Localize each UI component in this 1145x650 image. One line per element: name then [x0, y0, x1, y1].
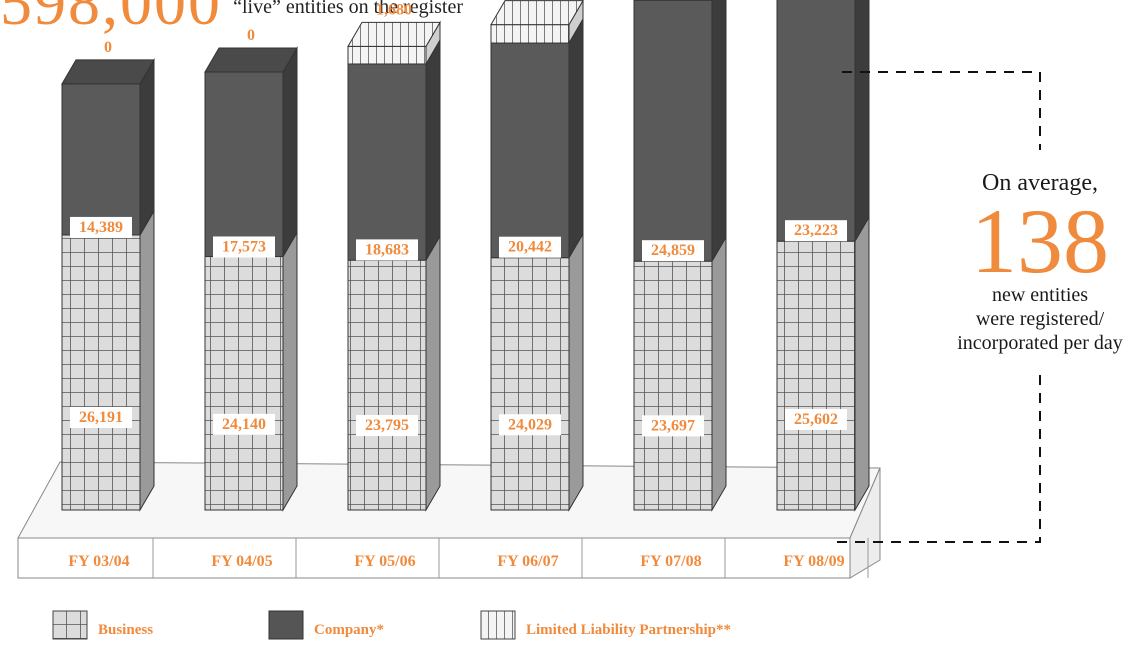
bar-top-fy-03-04: [61, 59, 155, 85]
bar-side-business-fy-05-06: [425, 234, 441, 512]
average-bracket: [830, 71, 1041, 543]
bar-llp-fy-05-06: [347, 45, 427, 65]
value-label-business-fy-04-05-bg: [213, 413, 275, 435]
legend-swatch-llp: [480, 610, 516, 640]
bar-side-company-fy-03-04: [139, 58, 155, 237]
bar-side-business-fy-06-07: [568, 231, 584, 512]
value-label-llp-fy-03-04: 0: [104, 39, 112, 56]
value-label-company-fy-07-08-bg: [642, 240, 704, 262]
bar-company-fy-07-08: [633, 0, 713, 262]
bar-llp-fy-06-07: [490, 24, 570, 44]
average-number: 138: [971, 190, 1109, 292]
value-label-company-fy-08-09: 23,223: [794, 222, 838, 239]
value-label-company-fy-04-05-bg: [213, 236, 275, 258]
category-label-fy-03-04: FY 03/04: [68, 553, 129, 570]
value-label-company-fy-05-06-bg: [356, 239, 418, 261]
value-label-business-fy-05-06: 23,795: [365, 417, 409, 434]
value-label-company-fy-03-04-bg: [70, 216, 132, 238]
bar-side-company-fy-05-06: [425, 38, 441, 263]
bar-company-fy-04-05: [204, 71, 284, 258]
value-label-company-fy-07-08: 24,859: [651, 242, 695, 259]
bar-side-business-fy-04-05: [282, 230, 298, 512]
headline: 598,000 “live” entities on the register: [0, 0, 463, 38]
bar-company-fy-08-09: [776, 0, 856, 242]
bar-side-company-fy-06-07: [568, 17, 584, 260]
average-line-4: incorporated per day: [957, 332, 1123, 354]
category-label-fy-08-09: FY 08/09: [783, 553, 844, 570]
chart-base-front: [17, 537, 851, 579]
bar-top-fy-04-05: [204, 47, 298, 73]
headline-text: “live” entities on the register: [233, 0, 464, 18]
category-label-fy-05-06: FY 05/06: [354, 553, 415, 570]
legend-label-llp: Limited Liability Partnership**: [526, 622, 732, 638]
bar-business-fy-08-09: [776, 240, 856, 511]
value-label-llp-fy-05-06: 1,680: [376, 1, 412, 18]
value-label-llp-fy-04-05: 0: [247, 27, 255, 44]
bar-business-fy-04-05: [204, 256, 284, 511]
category-label-fy-04-05: FY 04/05: [211, 553, 272, 570]
average-bracket-line: [830, 71, 1041, 543]
value-label-business-fy-07-08: 23,697: [651, 417, 695, 434]
bar-company-fy-03-04: [61, 83, 141, 236]
bar-side-business-fy-03-04: [139, 209, 155, 512]
value-label-company-fy-06-07: 20,442: [508, 239, 552, 256]
average-line-1: On average,: [982, 170, 1098, 196]
value-label-business-fy-08-09: 25,602: [794, 411, 838, 428]
value-label-business-fy-08-09-bg: [785, 408, 847, 430]
category-label-fy-06-07: FY 06/07: [497, 553, 558, 570]
value-label-business-fy-03-04-bg: [70, 406, 132, 428]
bar-side-company-fy-04-05: [282, 46, 298, 259]
legend-swatch-business: [52, 610, 88, 640]
average-callout: On average, 138 new entities were regist…: [935, 170, 1145, 355]
category-label-fy-07-08: FY 07/08: [640, 553, 701, 570]
value-label-company-fy-03-04: 14,389: [79, 219, 123, 236]
legend-swatch-company: [268, 610, 304, 640]
value-label-business-fy-06-07: 24,029: [508, 416, 552, 433]
legend-label-business: Business: [98, 622, 154, 638]
value-label-business-fy-06-07-bg: [499, 414, 561, 436]
value-label-company-fy-08-09-bg: [785, 220, 847, 242]
value-label-business-fy-05-06-bg: [356, 415, 418, 437]
bar-company-fy-05-06: [347, 63, 427, 261]
bar-side-company-fy-08-09: [854, 0, 870, 244]
bar-top-fy-06-07: [490, 0, 584, 26]
bar-top-fy-05-06: [347, 21, 441, 47]
value-label-company-fy-05-06: 18,683: [365, 241, 409, 258]
bar-business-fy-03-04: [61, 234, 141, 511]
bar-side-business-fy-07-08: [711, 235, 727, 512]
bar-side-business-fy-08-09: [854, 215, 870, 512]
legend-label-company: Company*: [314, 622, 385, 638]
average-line-3: were registered/: [975, 308, 1105, 330]
bar-business-fy-06-07: [490, 257, 570, 511]
value-label-company-fy-04-05: 17,573: [222, 238, 266, 255]
headline-total: 598,000: [0, 0, 222, 38]
bar-company-fy-06-07: [490, 42, 570, 259]
bar-business-fy-07-08: [633, 260, 713, 511]
average-line-2: new entities: [991, 284, 1089, 306]
bar-side-company-fy-07-08: [711, 0, 727, 264]
value-label-business-fy-03-04: 26,191: [79, 409, 123, 426]
value-label-business-fy-04-05: 24,140: [222, 416, 266, 433]
value-label-company-fy-06-07-bg: [499, 236, 561, 258]
value-label-business-fy-07-08-bg: [642, 415, 704, 437]
bar-business-fy-05-06: [347, 259, 427, 511]
